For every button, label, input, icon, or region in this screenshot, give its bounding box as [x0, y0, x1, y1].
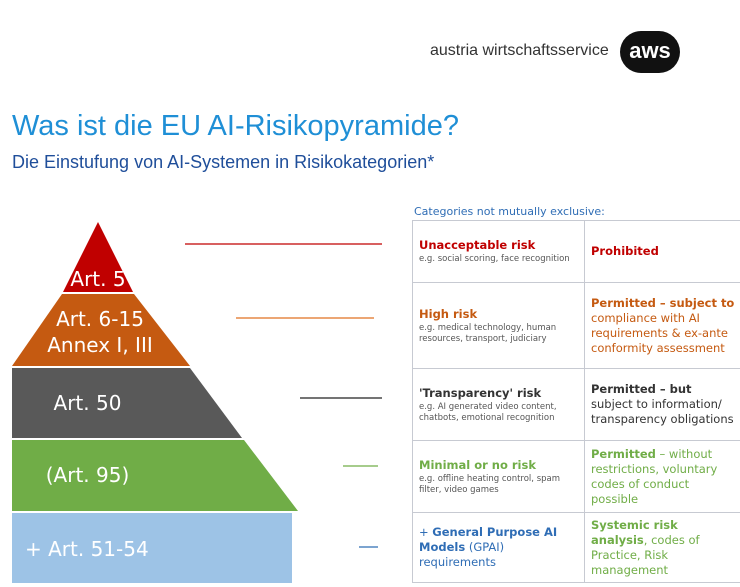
risk-table: Unacceptable risk e.g. social scoring, f… — [412, 220, 740, 583]
permission-detail: , codes of Practice, Risk management — [591, 532, 700, 577]
table-row: Unacceptable risk e.g. social scoring, f… — [412, 220, 740, 283]
pyramid-level-minimal — [12, 440, 298, 511]
permission-status: Permitted — [591, 446, 656, 461]
pyramid-label-art6-15: Art. 6-15 — [56, 307, 144, 331]
permission-qualifier: – subject to — [655, 295, 735, 310]
page-subtitle: Die Einstufung von AI-Systemen in Risiko… — [12, 152, 435, 172]
risk-pyramid — [12, 222, 382, 583]
risk-example: e.g. offline heating control, spam filte… — [419, 473, 561, 495]
pyramid-label-art5: Art. 5 — [70, 267, 126, 291]
risk-title: Unacceptable risk — [419, 238, 536, 252]
risk-example: e.g. social scoring, face recognition — [419, 254, 570, 264]
categories-note: Categories not mutually exclusive: — [414, 205, 605, 218]
gpai-prefix: + — [419, 525, 433, 539]
table-row: High risk e.g. medical technology, human… — [412, 282, 740, 369]
page-title: Was ist die EU AI-Risikopyramide? — [12, 110, 459, 142]
risk-example: e.g. AI generated video content, chatbot… — [419, 401, 557, 423]
risk-example: e.g. medical technology, human resources… — [419, 322, 557, 344]
permission-status: Permitted — [591, 295, 656, 310]
pyramid-level-high — [12, 294, 190, 366]
pyramid-label-art95: (Art. 95) — [45, 463, 130, 487]
gpai-suffix: (GPAI) requirements — [419, 540, 505, 569]
table-row: + General Purpose AI Models (GPAI) requi… — [412, 512, 740, 583]
permission-detail: subject to information/ transparency obl… — [591, 397, 734, 426]
risk-title: High risk — [419, 306, 478, 321]
risk-title: 'Transparency' risk — [419, 385, 542, 400]
pyramid-label-art50: Art. 50 — [53, 391, 122, 415]
gpai-title: General Purpose AI Models — [419, 525, 558, 554]
permission-status: Systemic risk analysis — [591, 517, 678, 547]
pyramid-level-transparency — [12, 368, 242, 438]
permission-detail: compliance with AI requirements & ex-ant… — [591, 310, 728, 355]
table-row: Minimal or no risk e.g. offline heating … — [412, 440, 740, 513]
permission-status: Permitted — [591, 382, 656, 396]
logo-text: austria wirtschaftsservice — [430, 42, 609, 59]
logo-badge: aws — [620, 31, 680, 73]
pyramid-label-art51-54: + Art. 51-54 — [25, 537, 149, 561]
permission-status: Prohibited — [591, 244, 659, 258]
permission-detail: – without restrictions, voluntary codes … — [591, 446, 718, 506]
table-row: 'Transparency' risk e.g. AI generated vi… — [412, 368, 740, 441]
aws-logo: austria wirtschaftsservice aws — [430, 30, 680, 74]
pyramid-label-annex: Annex I, III — [47, 333, 153, 357]
pyramid-level-unacceptable — [63, 222, 133, 292]
risk-title: Minimal or no risk — [419, 457, 536, 472]
pyramid-level-gpai — [12, 513, 292, 583]
permission-qualifier: – but — [655, 382, 692, 396]
